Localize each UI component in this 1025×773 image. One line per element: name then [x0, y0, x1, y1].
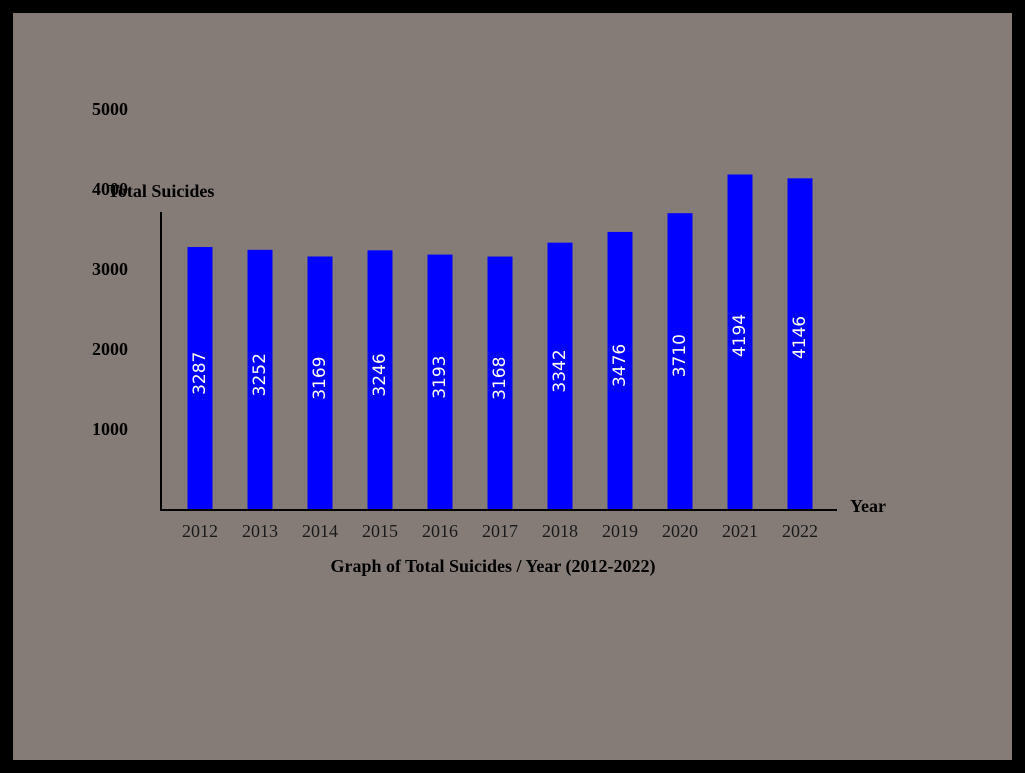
bar-value-label: 3476 [610, 344, 630, 387]
bar [307, 256, 333, 510]
bar [487, 256, 513, 510]
bar [367, 250, 393, 510]
y-tick-label: 3000 [92, 259, 128, 279]
bar-value-label: 3287 [190, 352, 210, 395]
bar [607, 231, 633, 511]
bar [427, 254, 453, 510]
bar [667, 213, 693, 510]
x-tick-label: 2017 [482, 521, 518, 541]
x-tick-label: 2016 [422, 521, 458, 541]
bars [187, 174, 813, 511]
chart-panel: 1000 2000 3000 4000 5000 3287 3252 3169 3246 319… [13, 13, 1012, 760]
bar-value-label: 3246 [370, 353, 390, 396]
bar-value-label: 4194 [730, 314, 750, 357]
x-tick-label: 2012 [182, 521, 218, 541]
x-tick-label: 2019 [602, 521, 638, 541]
y-tick-labels: 1000 2000 3000 4000 5000 [92, 99, 128, 439]
bar [547, 242, 573, 510]
x-tick-labels: 2012 2013 2014 2015 2016 2017 2018 2019 2020 2021… [182, 521, 818, 541]
bar-chart: 1000 2000 3000 4000 5000 3287 3252 3169 3246 319… [92, 99, 886, 577]
bar [727, 174, 753, 511]
y-axis-title: Total Suicides [108, 181, 215, 201]
bar-value-label: 3168 [490, 357, 510, 400]
bar-value-label: 3193 [430, 356, 450, 399]
x-tick-label: 2022 [782, 521, 818, 541]
bar-value-label: 3342 [550, 349, 570, 392]
bar-value-label: 3169 [310, 357, 330, 400]
x-axis-title: Year [850, 496, 886, 516]
bar [787, 178, 813, 510]
y-tick-label: 2000 [92, 339, 128, 359]
x-tick-label: 2013 [242, 521, 278, 541]
x-tick-label: 2018 [542, 521, 578, 541]
x-tick-label: 2020 [662, 521, 698, 541]
y-tick-label: 4000 [92, 179, 128, 199]
x-tick-label: 2021 [722, 521, 758, 541]
y-tick-label: 5000 [92, 99, 128, 119]
bar-value-label: 3710 [670, 334, 690, 377]
value-labels: 3287 3252 3169 3246 3193 3168 3342 3476 3710 4194… [190, 314, 810, 400]
chart-caption: Graph of Total Suicides / Year (2012-202… [330, 556, 655, 577]
x-tick-label: 2014 [302, 521, 338, 541]
bar [247, 249, 273, 510]
bar-value-label: 3252 [250, 353, 270, 396]
x-tick-label: 2015 [362, 521, 398, 541]
bar [187, 247, 213, 511]
bar-value-label: 4146 [790, 316, 810, 359]
y-tick-label: 1000 [92, 419, 128, 439]
